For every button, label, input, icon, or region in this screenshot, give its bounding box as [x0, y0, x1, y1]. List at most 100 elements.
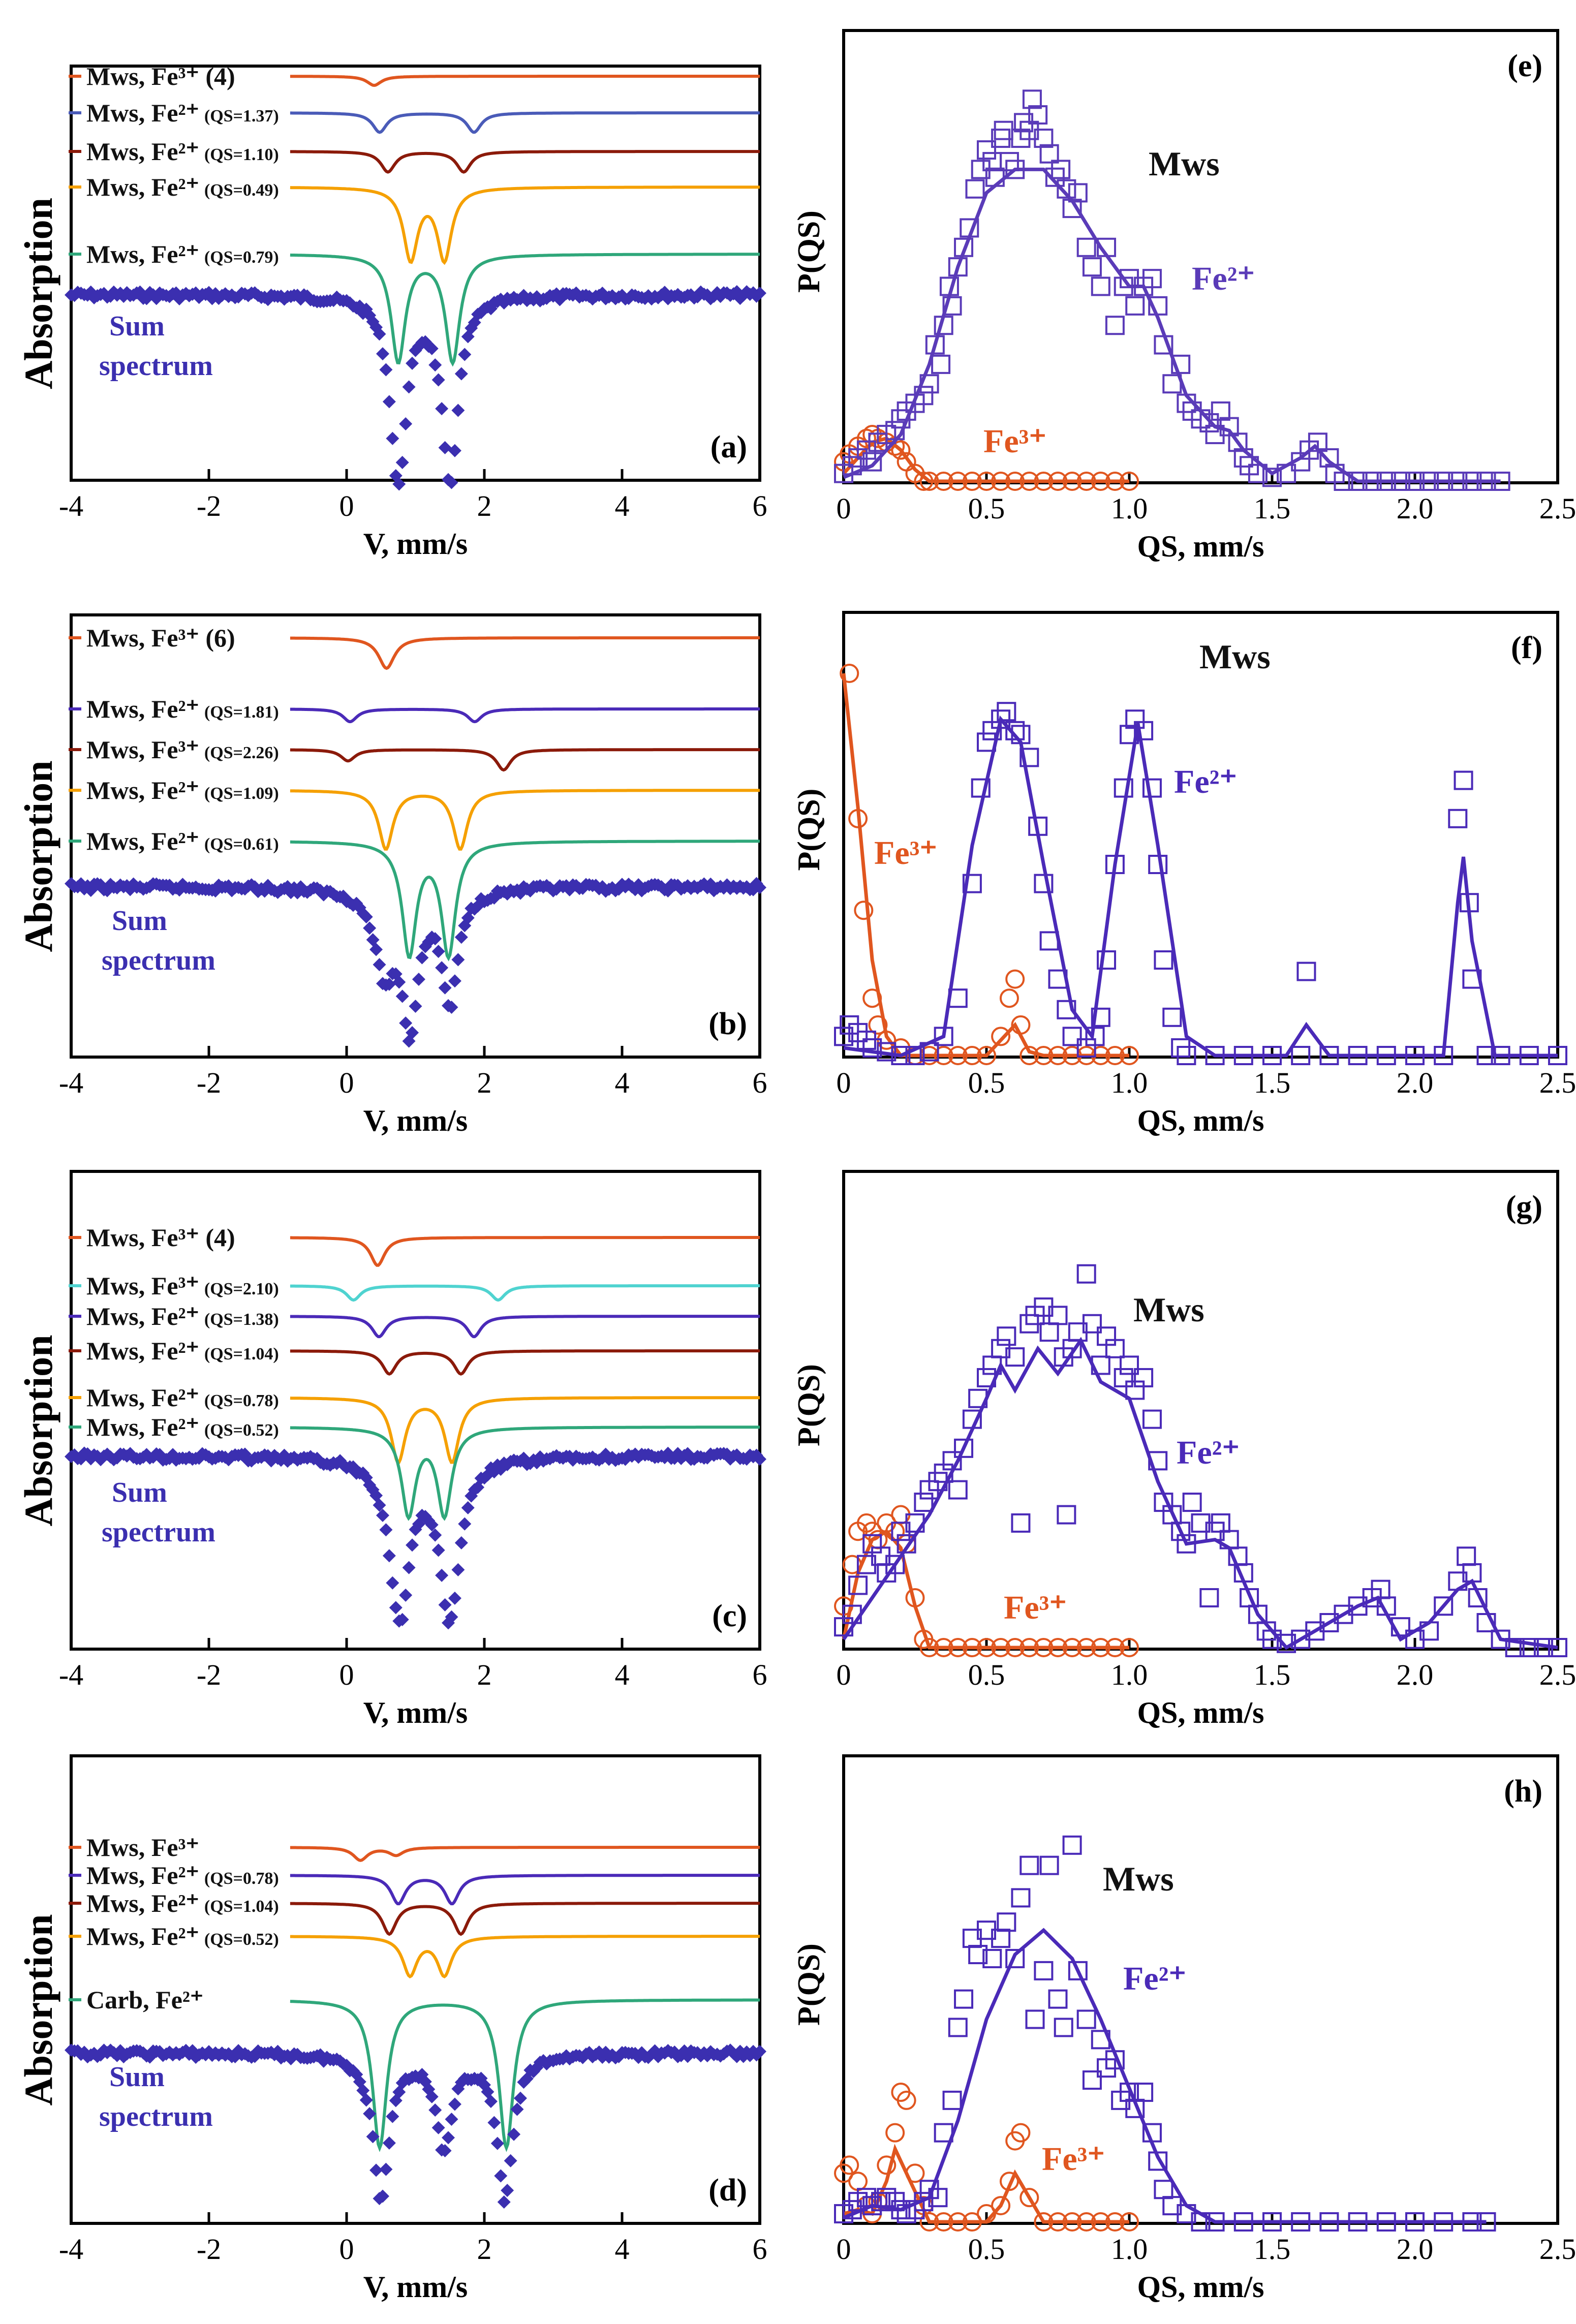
- fe2-point: [1233, 1046, 1253, 1065]
- sum-spectrum-point: [461, 1501, 475, 1514]
- fe2-point: [1134, 721, 1154, 740]
- fe2-point: [1505, 1638, 1525, 1657]
- sum-spectrum-point: [376, 1508, 389, 1522]
- y-axis-title: Absorption: [16, 1335, 60, 1526]
- fe2-point: [1154, 2180, 1173, 2199]
- sum-spectrum-point: [428, 932, 442, 946]
- x-tick-label: -4: [59, 1066, 83, 1099]
- fe2-point: [1028, 816, 1048, 836]
- fe2-point: [1034, 129, 1054, 148]
- x-tick-label: -2: [197, 1658, 221, 1691]
- x-tick-label: 0: [837, 1066, 851, 1099]
- y-axis-title: P(QS): [792, 789, 826, 871]
- fe2-point: [1048, 969, 1068, 989]
- fe2-point: [948, 1480, 968, 1500]
- panel-h: 0 0.5 1.0 1.5 2.0 2.5 QS, mm/s P(QS) (h) Mws Fe²⁺ F…: [792, 1754, 1576, 2304]
- x-tick-label: 0: [837, 2233, 851, 2266]
- sum-spectrum-point: [412, 973, 425, 986]
- fe3-point: [1005, 1638, 1025, 1657]
- x-tick-label: 0.5: [968, 1066, 1005, 1099]
- sum-spectrum-point: [431, 945, 445, 958]
- annotation-fe2: Fe²⁺: [1174, 763, 1237, 800]
- sum-spectrum-point: [359, 2093, 373, 2107]
- sum-label: spectrum: [102, 1516, 215, 1548]
- component-label-main: Mws, Fe²⁺: [86, 173, 199, 201]
- fe3-point: [934, 1638, 953, 1657]
- fe3-point: [914, 472, 934, 491]
- component-label-qs: (QS=0.78): [204, 1391, 279, 1410]
- fe3-point: [991, 1638, 1011, 1657]
- fe3-fit-curve: [842, 1529, 1129, 1650]
- fe2-point: [997, 1326, 1016, 1346]
- fe2-point: [1291, 2212, 1311, 2232]
- x-tick-label: 1.5: [1254, 2233, 1291, 2266]
- x-tick-label: 1.0: [1111, 1066, 1148, 1099]
- fe2-point: [1376, 1046, 1396, 1065]
- x-tick-label: 1.5: [1254, 1658, 1291, 1691]
- fe2-point: [862, 1038, 882, 1058]
- fe3-point: [919, 2212, 939, 2232]
- sum-spectrum-point: [753, 286, 766, 300]
- fe3-point: [962, 1638, 982, 1657]
- component-curve: [290, 707, 760, 724]
- fe2-point: [1076, 237, 1096, 257]
- component-label: Mws, Fe²⁺ (QS=1.04): [86, 1889, 279, 1917]
- fe2-point: [1011, 1513, 1031, 1533]
- fe2-point: [942, 2090, 962, 2110]
- fe3-point: [1048, 472, 1068, 491]
- component-curve: [290, 789, 760, 851]
- sum-spectrum-point: [389, 1601, 403, 1615]
- fe3-point: [948, 1638, 968, 1657]
- plot-frame: [70, 1170, 761, 1651]
- fe2-point: [1148, 855, 1168, 874]
- component-curve: [290, 185, 760, 265]
- fe2-point: [1039, 144, 1059, 164]
- fe2-point: [1262, 1629, 1282, 1649]
- fe2-point: [897, 1534, 916, 1554]
- component-label-qs: (QS=0.61): [204, 835, 279, 854]
- sum-spectrum-point: [369, 943, 383, 956]
- component-curve: [290, 1349, 760, 1376]
- fe3-point: [934, 2212, 953, 2232]
- fe3-point: [1062, 1638, 1082, 1657]
- sum-spectrum-point: [379, 363, 393, 377]
- fe3-point: [1011, 2123, 1031, 2143]
- sum-spectrum-point: [445, 1000, 458, 1014]
- fe2-point: [1034, 1961, 1054, 1980]
- sum-spectrum-point: [494, 2169, 508, 2183]
- component-label-qs: (QS=0.52): [204, 1930, 279, 1949]
- fe2-point: [960, 218, 979, 238]
- fe2-point: [977, 140, 996, 160]
- annotation-fe3: Fe³⁺: [983, 423, 1046, 460]
- fe2-point: [1005, 721, 1025, 740]
- fe2-point: [885, 421, 905, 441]
- component-label-qs: (QS=2.10): [204, 1280, 279, 1298]
- fe3-point: [1034, 472, 1054, 491]
- fe2-point: [1057, 1000, 1076, 1019]
- component-curve: [290, 748, 760, 772]
- component-label: Mws, Fe³⁺ (4): [86, 1223, 235, 1252]
- fe2-point: [1454, 770, 1473, 790]
- fe2-point: [977, 1368, 996, 1387]
- x-axis-title: QS, mm/s: [1137, 1104, 1264, 1137]
- fe2-point: [1177, 1534, 1196, 1554]
- fe3-point: [1005, 472, 1025, 491]
- fe3-point: [977, 1046, 996, 1065]
- fe3-point: [842, 1555, 862, 1574]
- fe2-point: [1348, 472, 1368, 491]
- sum-spectrum-point: [445, 2113, 458, 2126]
- sum-spectrum-point: [445, 1610, 458, 1624]
- fe2-point: [862, 452, 882, 472]
- panel-b: -4 -2 0 2 4 6 V, mm/s Absorption (b) Mws, Fe³⁺ (6…: [16, 613, 767, 1137]
- sum-spectrum-point: [451, 953, 465, 967]
- component-label-main: Mws, Fe³⁺ (4): [86, 62, 235, 90]
- fe2-point: [1376, 2212, 1396, 2232]
- component-label: Mws, Fe³⁺ (QS=2.10): [86, 1272, 279, 1300]
- sum-spectrum-point: [445, 476, 458, 489]
- x-tick-label: 0.5: [968, 1658, 1005, 1691]
- fe3-point: [1005, 969, 1025, 989]
- sum-spectrum-point: [395, 989, 409, 1003]
- fe2-point: [1348, 2212, 1368, 2232]
- panel-a: -4 -2 0 2 4 6 V, mm/s Absorption (a) Mws, Fe³⁺ (4…: [16, 62, 767, 561]
